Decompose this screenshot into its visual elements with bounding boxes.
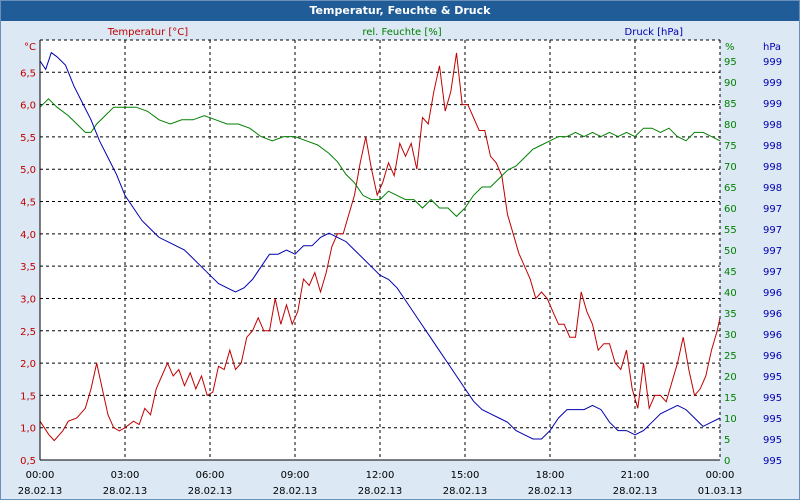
humidity-unit: % <box>725 42 735 53</box>
humidity-tick-label: 45 <box>724 267 737 278</box>
temperature-tick-label: 2,5 <box>20 327 36 338</box>
series-layer <box>39 51 721 442</box>
series-line-pressure <box>39 51 721 440</box>
humidity-tick-label: 70 <box>724 162 737 173</box>
pressure-tick-label: 995 <box>763 414 782 425</box>
series-line-temperature <box>39 52 721 442</box>
x-tick-date: 28.02.13 <box>273 486 318 497</box>
pressure-tick-label: 998 <box>763 183 782 194</box>
x-tick-date: 28.02.13 <box>188 486 233 497</box>
pressure-tick-label: 998 <box>763 162 782 173</box>
pressure-axis-title: Druck [hPa] <box>625 27 684 38</box>
x-tick-date: 28.02.13 <box>528 486 573 497</box>
pressure-tick-label: 997 <box>763 204 782 215</box>
x-tick-time: 09:00 <box>281 470 310 481</box>
x-tick-date: 28.02.13 <box>103 486 148 497</box>
pressure-tick-label: 995 <box>763 393 782 404</box>
humidity-tick-label: 80 <box>724 120 737 131</box>
temperature-tick-label: 5,5 <box>20 133 36 144</box>
axis-labels: Temperatur [°C] rel. Feuchte [%] Druck [… <box>24 27 781 53</box>
pressure-tick-label: 996 <box>763 309 782 320</box>
pressure-tick-label: 996 <box>763 288 782 299</box>
x-tick-time: 15:00 <box>451 470 480 481</box>
humidity-tick-label: 65 <box>724 183 737 194</box>
pressure-tick-label: 999 <box>763 78 782 89</box>
temperature-tick-label: 5,0 <box>20 165 36 176</box>
temperature-axis-title: Temperatur [°C] <box>107 27 188 38</box>
pressure-tick-label: 996 <box>763 351 782 362</box>
temperature-tick-label: 1,5 <box>20 391 36 402</box>
humidity-tick-label: 90 <box>724 78 737 89</box>
humidity-tick-label: 10 <box>724 414 737 425</box>
humidity-tick-label: 60 <box>724 204 737 215</box>
x-tick-time: 06:00 <box>196 470 225 481</box>
humidity-tick-label: 55 <box>724 225 737 236</box>
temperature-tick-label: 6,5 <box>20 68 36 79</box>
x-tick-date: 28.02.13 <box>613 486 658 497</box>
pressure-tick-label: 998 <box>763 141 782 152</box>
humidity-tick-label: 0 <box>724 456 730 467</box>
x-tick-date: 28.02.13 <box>18 486 63 497</box>
pressure-tick-label: 997 <box>763 246 782 257</box>
x-tick-date: 28.02.13 <box>443 486 488 497</box>
x-tick-time: 21:00 <box>621 470 650 481</box>
humidity-tick-label: 25 <box>724 351 737 362</box>
pressure-tick-label: 999 <box>763 57 782 68</box>
plot-frame <box>39 39 721 461</box>
x-tick-time: 00:00 <box>26 470 55 481</box>
pressure-tick-label: 997 <box>763 267 782 278</box>
pressure-tick-label: 997 <box>763 225 782 236</box>
humidity-tick-label: 30 <box>724 330 737 341</box>
series-line-humidity <box>39 98 721 218</box>
humidity-tick-label: 40 <box>724 288 737 299</box>
pressure-tick-label: 995 <box>763 372 782 383</box>
humidity-tick-label: 95 <box>724 57 737 68</box>
tick-labels: 0,5 1,0 1,5 2,0 2,5 3,0 3,5 4,0 4,5 5,0 5,5 6,0 6,5 0… <box>18 57 782 497</box>
temperature-tick-label: 2,0 <box>20 359 36 370</box>
temperature-tick-label: 6,0 <box>20 101 36 112</box>
x-tick-date: 01.03.13 <box>698 486 743 497</box>
x-tick-date: 28.02.13 <box>358 486 403 497</box>
grid <box>40 40 720 460</box>
temperature-tick-label: 0,5 <box>20 456 36 467</box>
x-tick-time: 12:00 <box>366 470 395 481</box>
humidity-axis-title: rel. Feuchte [%] <box>362 27 441 38</box>
x-tick-time: 03:00 <box>111 470 140 481</box>
temperature-tick-label: 3,5 <box>20 262 36 273</box>
humidity-tick-label: 35 <box>724 309 737 320</box>
humidity-tick-label: 20 <box>724 372 737 383</box>
pressure-unit: hPa <box>763 42 781 53</box>
humidity-tick-label: 15 <box>724 393 737 404</box>
pressure-tick-label: 995 <box>763 435 782 446</box>
pressure-tick-label: 995 <box>763 456 782 467</box>
pressure-tick-label: 996 <box>763 330 782 341</box>
temperature-tick-label: 4,0 <box>20 230 36 241</box>
x-tick-time: 18:00 <box>536 470 565 481</box>
x-tick-time: 00:00 <box>706 470 735 481</box>
temperature-unit: °C <box>24 42 36 53</box>
humidity-tick-label: 50 <box>724 246 737 257</box>
temperature-tick-label: 4,5 <box>20 198 36 209</box>
chart-title: Temperatur, Feuchte & Druck <box>1 1 799 21</box>
pressure-tick-label: 999 <box>763 99 782 110</box>
temperature-tick-label: 3,0 <box>20 294 36 305</box>
pressure-tick-label: 998 <box>763 120 782 131</box>
temperature-tick-label: 1,0 <box>20 424 36 435</box>
humidity-tick-label: 85 <box>724 99 737 110</box>
humidity-tick-label: 5 <box>724 435 730 446</box>
humidity-tick-label: 75 <box>724 141 737 152</box>
